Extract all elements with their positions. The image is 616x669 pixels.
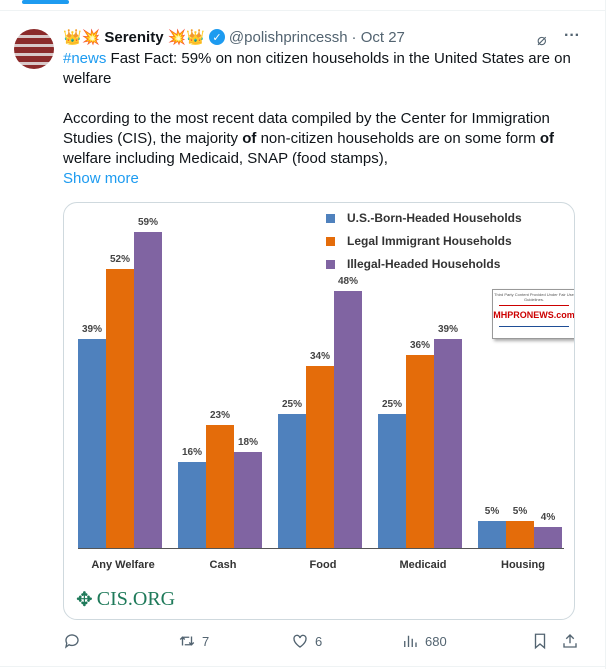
tweet-line: non-citizen households are on some form (256, 130, 540, 147)
legend-label: Legal Immigrant Households (347, 234, 512, 248)
legend-swatch (326, 259, 335, 269)
avatar[interactable] (14, 29, 54, 69)
data-label: 39% (81, 323, 102, 335)
tweet-image-chart[interactable]: U.S.-Born-Headed Households Legal Immigra… (63, 202, 575, 620)
bar (478, 521, 506, 548)
views-icon (404, 635, 417, 647)
bookmark-button[interactable] (531, 632, 549, 650)
watermark-logo: MHPRONEWS.com (493, 310, 575, 320)
view-count: 680 (425, 633, 447, 649)
tweet-line: welfare including Medicaid, SNAP (food s… (63, 150, 388, 167)
handle[interactable]: @polishprincessh (228, 28, 348, 46)
legend-item: U.S.-Born-Headed Households (326, 211, 522, 225)
tweet-line: Fast Fact: 59% on non citizen households… (63, 50, 571, 87)
legend-label: Illegal-Headed Households (347, 257, 501, 271)
hashtag-link[interactable]: #news (63, 50, 107, 67)
bar (506, 521, 534, 548)
x-tick-label: Housing (501, 559, 545, 571)
views-button[interactable]: 680 (401, 632, 447, 650)
data-label: 48% (337, 275, 358, 287)
x-tick-label: Any Welfare (91, 559, 155, 571)
bar (406, 355, 434, 548)
data-label: 4% (540, 511, 556, 523)
mhpronews-watermark: Third Party Content Provided Under Fair … (492, 289, 575, 339)
name-emojis: 👑💥 (63, 29, 101, 46)
data-label: 23% (209, 409, 230, 421)
cis-emblem-icon: ✥ (76, 589, 93, 611)
legend-label: U.S.-Born-Headed Households (347, 211, 522, 225)
reply-button[interactable] (63, 632, 87, 650)
divider (605, 0, 606, 669)
data-label: 16% (181, 447, 202, 459)
tweet-text: #news Fast Fact: 59% on non citizen hous… (63, 49, 573, 189)
data-label: 59% (137, 216, 158, 228)
like-button[interactable]: 6 (291, 632, 322, 650)
tweet-line: According to the most recent data compil… (63, 110, 550, 147)
data-label: 52% (109, 254, 130, 266)
tweet-date[interactable]: · Oct 27 (351, 28, 405, 46)
divider (0, 666, 605, 667)
watermark-caption: Third Party Content Provided Under Fair … (494, 292, 574, 302)
cis-logo-text: CIS.ORG (96, 588, 176, 610)
x-tick-label: Food (309, 559, 337, 571)
bar (78, 338, 106, 548)
divider (0, 10, 605, 11)
name-emojis: 💥👑 (167, 29, 205, 46)
bar (134, 231, 162, 548)
bar (278, 414, 306, 548)
bold-word: of (539, 130, 555, 147)
bar (234, 451, 262, 548)
legend-item: Legal Immigrant Households (326, 234, 512, 248)
reply-icon (64, 634, 79, 649)
data-label: 18% (237, 436, 258, 448)
data-label: 5% (484, 506, 500, 518)
bar (378, 414, 406, 548)
show-more-link[interactable]: Show more (63, 170, 139, 187)
bar (306, 365, 334, 548)
bar (534, 526, 562, 548)
data-label: 39% (437, 323, 458, 335)
share-button[interactable] (561, 632, 579, 650)
bar (334, 290, 362, 548)
bar (434, 338, 462, 548)
display-name[interactable]: Serenity (104, 28, 164, 46)
data-label: 5% (512, 506, 528, 518)
repost-count: 7 (202, 633, 210, 649)
share-icon (563, 634, 577, 648)
like-count: 6 (315, 633, 323, 649)
more-options-icon[interactable]: ··· (564, 27, 580, 44)
cis-logo: ✥ CIS.ORG (76, 587, 175, 612)
data-label: 36% (409, 340, 430, 352)
bold-word: of (242, 130, 257, 147)
bookmark-icon (534, 633, 546, 650)
bar (206, 424, 234, 548)
x-axis (78, 548, 564, 549)
legend-item: Illegal-Headed Households (326, 257, 500, 271)
data-label: 25% (281, 399, 302, 410)
data-label: 25% (381, 399, 402, 410)
repost-icon (179, 636, 195, 646)
tweet-actions: 7 6 680 (63, 632, 583, 654)
legend-swatch (326, 236, 335, 246)
tweet-header: 👑💥 Serenity 💥👑 ✓ @polishprincessh · Oct … (63, 28, 405, 47)
legend-swatch (326, 213, 335, 223)
verified-badge-icon: ✓ (208, 29, 225, 45)
x-tick-label: Medicaid (399, 559, 447, 571)
heart-icon (293, 634, 307, 648)
repost-button[interactable]: 7 (178, 632, 209, 650)
grok-icon[interactable]: ⌀ (537, 32, 547, 49)
data-label: 34% (309, 350, 330, 362)
active-tab-indicator (22, 0, 69, 4)
bar (178, 462, 206, 548)
x-tick-label: Cash (209, 559, 237, 571)
bar (106, 269, 134, 548)
